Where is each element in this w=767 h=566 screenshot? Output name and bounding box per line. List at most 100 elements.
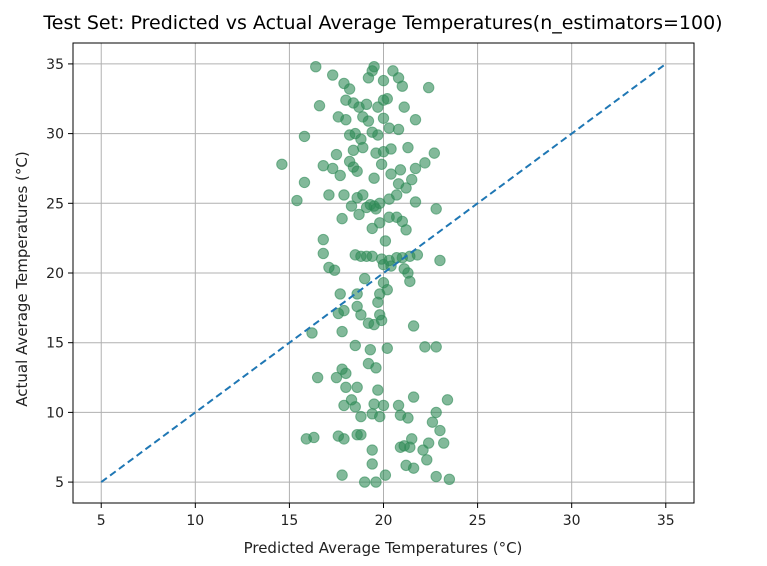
data-point — [331, 372, 341, 382]
data-point — [382, 343, 392, 353]
data-point — [367, 251, 377, 261]
data-point — [375, 411, 385, 421]
data-point — [403, 142, 413, 152]
data-point — [403, 413, 413, 423]
data-point — [431, 471, 441, 481]
x-axis-label: Predicted Average Temperatures (°C) — [244, 539, 523, 557]
data-point — [386, 169, 396, 179]
data-point — [431, 342, 441, 352]
data-point — [408, 321, 418, 331]
data-point — [352, 166, 362, 176]
data-point — [324, 190, 334, 200]
y-tick-label: 25 — [46, 196, 64, 212]
data-point — [407, 174, 417, 184]
y-axis-label: Actual Average Temperatures (°C) — [13, 151, 31, 406]
data-point — [361, 99, 371, 109]
data-point — [369, 173, 379, 183]
chart-title: Test Set: Predicted vs Actual Average Te… — [42, 12, 722, 34]
data-point — [435, 255, 445, 265]
x-tick-label: 5 — [97, 513, 106, 529]
data-point — [367, 66, 377, 76]
data-point — [348, 145, 358, 155]
x-tick-label: 15 — [280, 513, 298, 529]
data-point — [339, 190, 349, 200]
data-point — [376, 315, 386, 325]
data-point — [422, 455, 432, 465]
x-tick-label: 35 — [657, 513, 675, 529]
y-tick-label: 5 — [55, 475, 64, 491]
data-point — [341, 114, 351, 124]
data-point — [299, 131, 309, 141]
data-point — [335, 289, 345, 299]
data-point — [314, 101, 324, 111]
data-point — [408, 463, 418, 473]
data-point — [311, 61, 321, 71]
x-tick-label: 10 — [186, 513, 204, 529]
data-point — [429, 148, 439, 158]
data-point — [341, 368, 351, 378]
data-point — [329, 265, 339, 275]
data-point — [354, 209, 364, 219]
data-point — [401, 225, 411, 235]
data-point — [373, 297, 383, 307]
data-point — [420, 158, 430, 168]
data-point — [363, 116, 373, 126]
data-point — [341, 382, 351, 392]
data-point — [367, 459, 377, 469]
data-point — [373, 385, 383, 395]
data-point — [376, 159, 386, 169]
data-point — [339, 434, 349, 444]
data-point — [378, 113, 388, 123]
data-point — [337, 470, 347, 480]
data-point — [442, 395, 452, 405]
data-point — [423, 438, 433, 448]
data-point — [423, 82, 433, 92]
data-point — [335, 170, 345, 180]
data-point — [393, 400, 403, 410]
data-point — [358, 190, 368, 200]
data-point — [378, 400, 388, 410]
data-point — [371, 477, 381, 487]
data-point — [350, 402, 360, 412]
data-point — [397, 81, 407, 91]
data-point — [365, 344, 375, 354]
data-point — [292, 195, 302, 205]
data-point — [382, 94, 392, 104]
data-point — [420, 342, 430, 352]
data-point — [352, 382, 362, 392]
data-point — [356, 411, 366, 421]
data-point — [373, 130, 383, 140]
data-point — [375, 218, 385, 228]
y-tick-label: 10 — [46, 405, 64, 421]
scatter-chart: Test Set: Predicted vs Actual Average Te… — [0, 0, 767, 566]
data-point — [371, 363, 381, 373]
data-point — [410, 163, 420, 173]
data-point — [439, 438, 449, 448]
x-axis-ticks: 5 10 15 20 25 30 35 — [97, 503, 675, 529]
data-point — [395, 165, 405, 175]
data-point — [356, 310, 366, 320]
data-point — [318, 160, 328, 170]
data-point — [391, 190, 401, 200]
data-point — [331, 149, 341, 159]
data-point — [369, 399, 379, 409]
data-point — [380, 470, 390, 480]
data-point — [410, 197, 420, 207]
data-point — [358, 142, 368, 152]
data-point — [277, 159, 287, 169]
x-tick-label: 30 — [563, 513, 581, 529]
x-tick-label: 20 — [375, 513, 393, 529]
data-point — [359, 273, 369, 283]
data-point — [318, 248, 328, 258]
data-point — [375, 198, 385, 208]
data-point — [327, 70, 337, 80]
data-point — [427, 417, 437, 427]
data-point — [384, 123, 394, 133]
data-point — [405, 276, 415, 286]
y-tick-label: 30 — [46, 127, 64, 143]
data-point — [356, 429, 366, 439]
data-point — [405, 442, 415, 452]
y-axis-ticks: 5 10 15 20 25 30 35 — [46, 57, 73, 491]
x-tick-label: 25 — [469, 513, 487, 529]
data-point — [350, 340, 360, 350]
